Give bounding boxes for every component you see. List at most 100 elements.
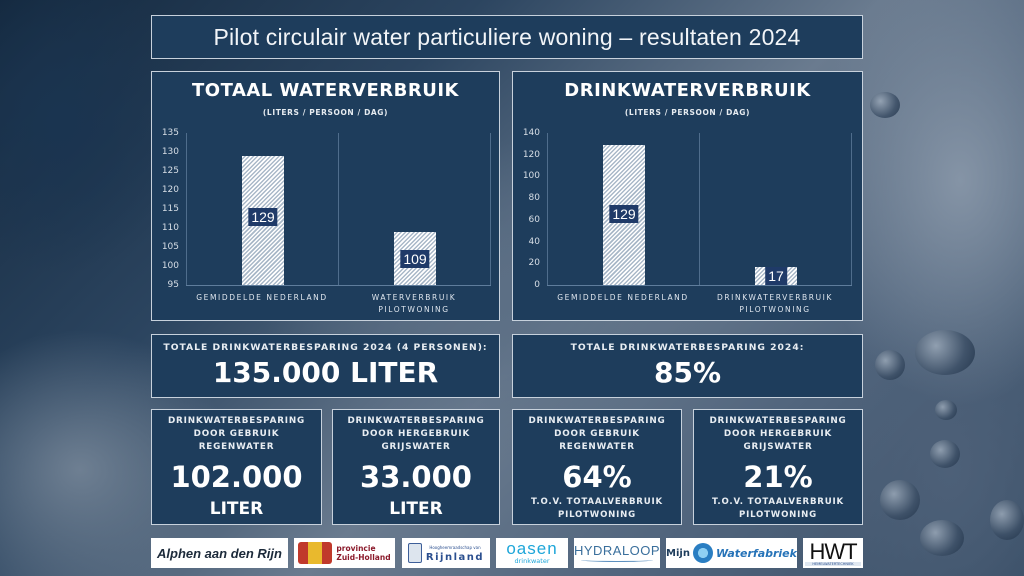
axis-line <box>186 133 187 285</box>
bar-pilotwoning: 109 <box>394 231 436 285</box>
background-droplet <box>935 400 957 420</box>
card-heading: DRINKWATERBESPARING DOOR HERGEBRUIK GRIJ… <box>694 415 862 454</box>
y-tick: 115 <box>161 204 179 214</box>
y-tick: 140 <box>522 128 540 138</box>
card-heading: DRINKWATERBESPARING DOOR GEBRUIK REGENWA… <box>513 415 681 454</box>
card-heading-line: GRIJSWATER <box>743 442 813 452</box>
y-tick: 125 <box>161 166 179 176</box>
card-heading-line: DRINKWATERBESPARING <box>347 416 485 426</box>
logo-hydraloop: HYDRALOOP <box>574 538 660 568</box>
total-savings-label: TOTALE DRINKWATERBESPARING 2024: <box>570 342 805 353</box>
x-label-line: DRINKWATERVERBRUIK <box>717 293 833 302</box>
logo-provincie-zuid-holland: provincie Zuid-Holland <box>294 538 395 568</box>
card-heading: DRINKWATERBESPARING DOOR GEBRUIK REGENWA… <box>152 415 321 454</box>
logo-text: Mijn <box>666 547 690 559</box>
logo-text-big: Rijnland <box>425 552 485 563</box>
card-value: 102.000 <box>170 460 303 494</box>
logo-text-small: drinkwater <box>514 557 550 565</box>
bar-gemiddelde-nederland: 129 <box>242 155 284 285</box>
page-title-bar: Pilot circulair water particuliere wonin… <box>151 15 863 59</box>
x-label-line: WATERVERBRUIK <box>371 293 457 302</box>
card-heading-line: DRINKWATERBESPARING <box>709 416 847 426</box>
card-value: 21% <box>743 460 813 494</box>
card-rainwater-percent: DRINKWATERBESPARING DOOR GEBRUIK REGENWA… <box>512 409 682 525</box>
total-savings-value: 85% <box>653 356 722 389</box>
background-droplet <box>880 480 920 520</box>
logo-text: Alphen aan den Rijn <box>157 545 282 561</box>
chart-subtitle: (LITERS / PERSOON / DAG) <box>624 108 751 117</box>
background-droplet <box>875 350 905 380</box>
card-rainwater-liters: DRINKWATERBESPARING DOOR GEBRUIK REGENWA… <box>151 409 322 525</box>
bar-value-label: 109 <box>400 249 430 268</box>
card-footnote-line: T.O.V. TOTAALVERBRUIK <box>712 497 844 507</box>
logo-rijnland: Hoogheemraadschap van Rijnland <box>402 538 490 568</box>
card-footnote: T.O.V. TOTAALVERBRUIK PILOTWONING <box>513 496 681 522</box>
bar-gemiddelde-nederland: 129 <box>603 145 645 285</box>
logo-text: HYDRALOOP <box>574 543 660 558</box>
total-savings-value: 135.000 LITER <box>212 356 439 389</box>
card-unit: LITER <box>209 499 264 519</box>
plot-area: 135 130 125 120 115 110 105 100 95 129 1… <box>162 128 491 290</box>
category-divider <box>490 133 491 285</box>
logo-text: Waterfabriek <box>715 546 797 560</box>
logo-text-line: provincie <box>336 544 376 553</box>
bar-value-label: 129 <box>248 207 278 226</box>
logo-text-small: HEMELWATERTECHNIEK <box>805 561 861 566</box>
page-title: Pilot circulair water particuliere wonin… <box>213 23 801 50</box>
card-greywater-percent: DRINKWATERBESPARING DOOR HERGEBRUIK GRIJ… <box>693 409 863 525</box>
card-unit: LITER <box>389 499 443 519</box>
total-savings-label: TOTALE DRINKWATERBESPARING 2024 (4 PERSO… <box>163 342 488 353</box>
logo-text-small: Hoogheemraadschap van <box>429 545 481 550</box>
x-label-line: PILOTWONING <box>739 305 811 314</box>
background-droplet <box>920 520 964 556</box>
y-tick: 105 <box>161 242 179 252</box>
card-heading-line: GRIJSWATER <box>381 442 451 452</box>
x-label: WATERVERBRUIK PILOTWONING <box>338 292 490 316</box>
wave-icon <box>581 558 653 562</box>
logo-text-big: HWT <box>809 538 857 564</box>
axis-line <box>547 133 548 285</box>
logo-mijn-waterfabriek: Mijn Waterfabriek <box>666 538 797 568</box>
background-droplet <box>915 330 975 375</box>
card-heading-line: DOOR HERGEBRUIK <box>361 429 471 439</box>
water-cycle-icon <box>692 543 713 563</box>
card-heading-line: DRINKWATERBESPARING <box>167 416 306 426</box>
card-value: 33.000 <box>360 460 472 494</box>
x-label-line: GEMIDDELDE NEDERLAND <box>196 293 328 302</box>
card-footnote-line: PILOTWONING <box>557 510 637 520</box>
y-tick: 95 <box>167 280 179 290</box>
shield-crest-icon <box>407 543 422 563</box>
card-greywater-liters: DRINKWATERBESPARING DOOR HERGEBRUIK GRIJ… <box>332 409 500 525</box>
total-savings-liters-panel: TOTALE DRINKWATERBESPARING 2024 (4 PERSO… <box>151 334 500 398</box>
bar-pilotwoning: 17 <box>755 266 797 285</box>
card-footnote: T.O.V. TOTAALVERBRUIK PILOTWONING <box>694 496 862 522</box>
x-label: GEMIDDELDE NEDERLAND <box>547 292 699 304</box>
bar-value-label: 129 <box>609 205 639 224</box>
y-tick: 20 <box>528 258 540 269</box>
y-tick: 110 <box>161 223 179 233</box>
y-tick: 120 <box>522 149 540 160</box>
logo-text: provincie Zuid-Holland <box>336 544 390 562</box>
card-heading-line: REGENWATER <box>559 442 635 452</box>
logo-hwt: HWT HEMELWATERTECHNIEK <box>803 538 863 568</box>
chart-drinking-water-usage: DRINKWATERVERBRUIK (LITERS / PERSOON / D… <box>512 71 863 321</box>
y-tick: 120 <box>161 185 179 195</box>
y-tick: 135 <box>161 128 179 138</box>
x-label: GEMIDDELDE NEDERLAND <box>186 292 338 304</box>
logo-text-line: Zuid-Holland <box>336 553 391 562</box>
card-heading-line: REGENWATER <box>198 442 275 452</box>
x-label-line: PILOTWONING <box>378 305 450 314</box>
card-heading-line: DRINKWATERBESPARING <box>528 416 666 426</box>
background-droplet <box>990 500 1024 540</box>
y-tick: 80 <box>528 193 540 204</box>
category-divider <box>851 133 852 285</box>
y-tick: 130 <box>161 147 179 157</box>
y-tick: 0 <box>534 280 540 290</box>
logo-alphen-aan-den-rijn: Alphen aan den Rijn <box>151 538 288 568</box>
background-droplet <box>870 92 900 118</box>
card-heading: DRINKWATERBESPARING DOOR HERGEBRUIK GRIJ… <box>333 415 499 454</box>
lion-crest-icon <box>298 542 333 564</box>
logo-oasen: oasen drinkwater <box>496 538 568 568</box>
y-tick: 100 <box>161 261 179 271</box>
card-footnote-line: T.O.V. TOTAALVERBRUIK <box>531 497 663 507</box>
